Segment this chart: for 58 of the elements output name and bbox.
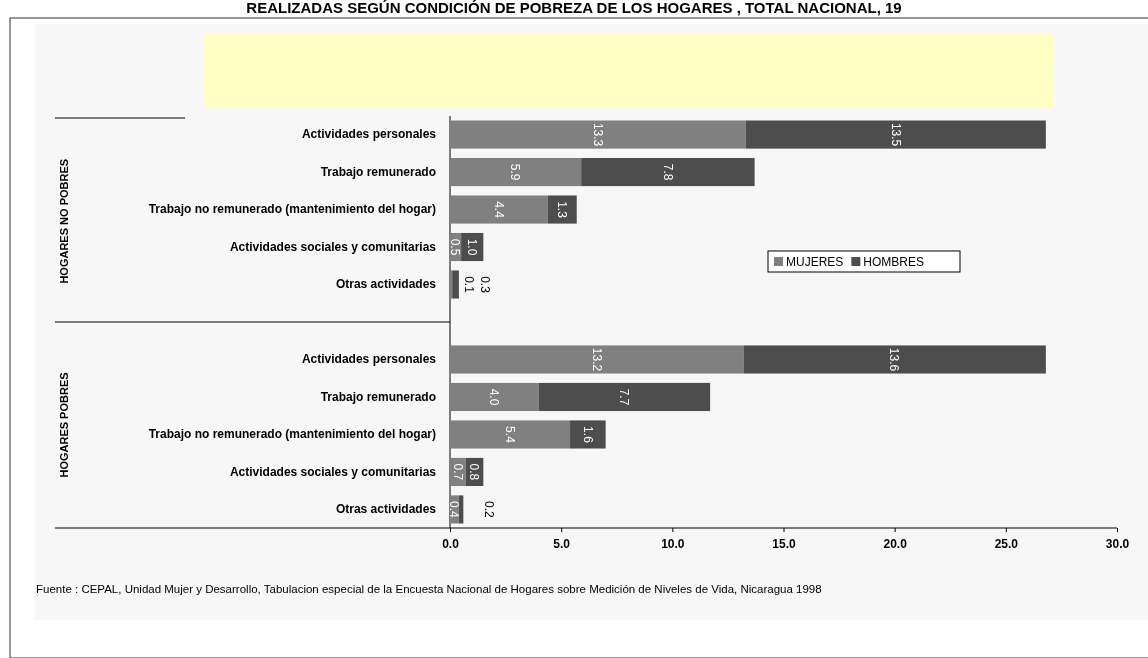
bar (450, 382, 539, 412)
bar (450, 120, 746, 149)
bar (450, 345, 744, 374)
y-tick-label: Trabajo remunerado (320, 389, 436, 404)
data-label: 0.1 (461, 276, 476, 294)
text: HOGARES POBRES (57, 372, 70, 478)
x-tick-label: 5.0 (553, 537, 571, 552)
bar (450, 420, 571, 449)
y-tick-label: Trabajo remunerado (320, 164, 436, 179)
data-label: 0.2 (482, 501, 497, 519)
bar (581, 157, 755, 187)
source-note: Fuente : CEPAL, Unidad Mujer y Desarrollo, Tabulacion especial de la Encuesta Nacional de Hogares sobre Medición de Niveles de Vida, Nicaragua 1998 (36, 583, 822, 595)
x-tick-label: 15.0 (772, 537, 796, 552)
data-label: 13.5 (888, 122, 903, 147)
data-label: 4.4 (491, 201, 506, 219)
bar (538, 382, 711, 412)
bar (745, 120, 1046, 149)
text: HOGARES NO POBRES (57, 158, 70, 284)
y-tick-label: Trabajo no remunerado (mantenimiento del hogar) (148, 202, 436, 217)
data-label: 5.9 (508, 163, 523, 181)
y-tick-label: Otras actividades (335, 277, 437, 292)
y-tick-label: Actividades personales (301, 127, 437, 142)
bar (458, 495, 464, 524)
bar (547, 195, 577, 224)
data-label: 1.3 (555, 201, 570, 219)
data-label: 13.3 (590, 122, 605, 147)
x-tick-label: 10.0 (661, 537, 685, 552)
data-label: 5.4 (502, 426, 517, 444)
y-tick-label: Otras actividades (335, 502, 437, 517)
data-label: 1.0 (465, 238, 480, 256)
data-label: 1.6 (580, 426, 595, 444)
data-label: 0.7 (450, 463, 465, 481)
chart-title: REALIZADAS SEGÚN CONDICIÓN DE POBREZA DE LOS HOGARES , TOTAL NACIONAL, 19 (246, 0, 902, 16)
bar (570, 420, 606, 449)
data-label: 0.8 (467, 463, 482, 481)
y-tick-label: Actividades personales (301, 352, 437, 367)
data-label: 4.0 (487, 388, 502, 406)
data-label: 13.2 (589, 347, 604, 372)
data-label: 7.7 (617, 388, 632, 406)
x-tick-label: 20.0 (883, 537, 908, 552)
data-label: 7.8 (660, 163, 675, 181)
legend-label: MUJERES (786, 255, 844, 269)
data-label: 0.5 (448, 238, 463, 256)
bar (450, 195, 548, 224)
bar (452, 270, 459, 299)
y-tick-label: Trabajo no remunerado (mantenimiento del hogar) (148, 427, 436, 442)
y-tick-label: Actividades sociales y comunitarias (229, 464, 437, 479)
legend-label: HOMBRES (863, 255, 925, 269)
y-tick-label: Actividades sociales y comunitarias (229, 239, 437, 254)
x-tick-label: 30.0 (1105, 537, 1130, 552)
x-tick-label: 0.0 (442, 537, 460, 552)
data-label: 0.4 (447, 501, 462, 519)
bar (743, 345, 1046, 374)
bar (450, 270, 453, 299)
x-tick-label: 25.0 (994, 537, 1019, 552)
data-label: 13.6 (887, 347, 902, 372)
data-label: 0.3 (477, 276, 492, 294)
bar (450, 157, 582, 187)
